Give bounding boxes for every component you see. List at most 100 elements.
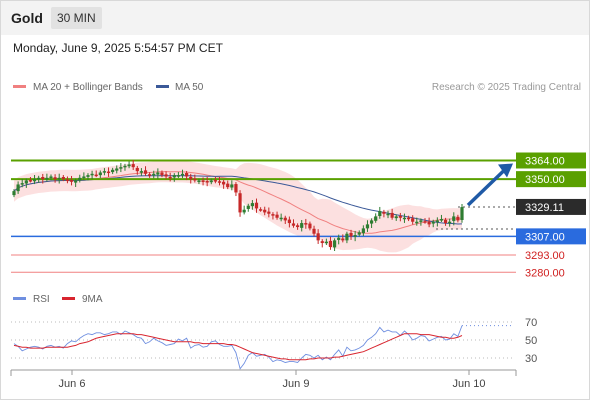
x-tick-label: Jun 9: [283, 378, 310, 390]
candle-body: [111, 169, 115, 173]
candle-body: [86, 175, 90, 177]
candle-body: [180, 173, 185, 176]
candle-body: [250, 203, 254, 207]
rsi-line: [13, 325, 463, 370]
candle-body: [332, 240, 337, 248]
candle-body: [209, 180, 213, 183]
ma20-legend-swatch: [13, 85, 26, 88]
candle-body: [65, 179, 70, 182]
rsi-tick-label: 50: [525, 335, 537, 347]
candle-body: [304, 223, 308, 225]
candle-body: [419, 220, 423, 222]
candle-body: [90, 173, 94, 176]
candle-body: [267, 211, 271, 214]
candle-body: [316, 233, 320, 241]
candle-body: [106, 171, 111, 174]
candle-body: [205, 180, 209, 183]
candle-body: [287, 219, 291, 224]
support-label-box: [516, 228, 586, 245]
support-label: 3307.00: [525, 231, 565, 243]
resistance-label: 3364.00: [525, 156, 565, 168]
candle-body: [423, 221, 427, 223]
candle-body: [69, 180, 74, 182]
resistance-label-box: [516, 152, 586, 169]
candle-body: [320, 241, 324, 244]
candle-body: [143, 170, 148, 174]
candle-body: [193, 178, 197, 181]
weak-level-label: 3293.00: [525, 250, 565, 262]
rsi-tick-label: 30: [525, 353, 537, 365]
candle-body: [353, 235, 357, 237]
candle-body: [49, 176, 53, 178]
candle-body: [246, 205, 250, 209]
candle-body: [82, 176, 86, 178]
candle-body: [361, 228, 365, 234]
copyright-label: Research © 2025 Trading Central: [432, 82, 581, 93]
rsi-legend-swatch: [13, 297, 26, 300]
candle-body: [275, 214, 279, 218]
candle-body: [152, 173, 156, 176]
candle-body: [324, 241, 328, 244]
candle-body: [365, 224, 370, 229]
candle-body: [345, 233, 349, 241]
candle-body: [439, 219, 444, 221]
candle-body: [172, 175, 176, 178]
datetime-label: Monday, June 9, 2025 5:54:57 PM CET: [13, 41, 223, 55]
candle-body: [217, 181, 222, 183]
candle-body: [127, 164, 131, 167]
current-price-label: 3329.11: [525, 202, 564, 214]
resistance-label-box: [516, 171, 586, 188]
candle-body: [378, 211, 382, 217]
candle-body: [222, 181, 226, 185]
candle-body: [271, 214, 275, 216]
candle-body: [12, 191, 16, 196]
rsi-tick-label: 70: [525, 317, 537, 329]
candle-body: [398, 216, 402, 218]
candle-body: [374, 216, 378, 221]
candle-body: [226, 183, 230, 188]
candle-body: [357, 232, 361, 235]
candle-body: [139, 171, 144, 173]
candle-body: [452, 216, 456, 221]
rsi-legend-label: RSI: [33, 294, 50, 305]
candle-body: [328, 240, 333, 248]
weak-level-label: 3280.00: [525, 267, 565, 279]
candle-body: [28, 180, 33, 182]
candle-body: [394, 216, 398, 219]
candle-body: [61, 177, 65, 180]
candle-body: [341, 238, 345, 241]
candle-body: [201, 180, 205, 182]
candle-body: [279, 217, 283, 220]
candle-body: [431, 221, 435, 224]
candle-body: [115, 168, 119, 171]
candle-body: [456, 216, 460, 221]
timeframe-badge[interactable]: 30 MIN: [51, 7, 102, 29]
candle-body: [213, 180, 217, 182]
candle-body: [131, 164, 135, 168]
candle-body: [406, 217, 411, 220]
candle-body: [411, 218, 415, 222]
candle-body: [263, 209, 267, 213]
candle-body: [37, 177, 41, 180]
candle-body: [312, 228, 316, 234]
rsi-ma-line: [13, 333, 463, 361]
candle-body: [53, 177, 57, 180]
candle-body: [337, 237, 341, 240]
candle-body: [349, 232, 353, 237]
candle-body: [291, 223, 296, 226]
ma20-legend-label: MA 20 + Bollinger Bands: [33, 82, 143, 93]
rsi-ma-legend-label: 9MA: [82, 294, 103, 305]
candle-body: [148, 174, 152, 176]
candle-body: [78, 177, 82, 181]
target-arrow-shaft: [466, 169, 506, 207]
target-arrow-head: [498, 163, 513, 178]
ma50-legend-swatch: [156, 85, 169, 88]
resistance-label: 3350.00: [525, 174, 565, 186]
candle-body: [57, 177, 61, 180]
candle-body: [448, 221, 452, 224]
candle-body: [94, 174, 98, 177]
bollinger-band: [14, 161, 462, 253]
candle-body: [156, 172, 160, 175]
candle-body: [20, 183, 24, 185]
candle-body: [164, 174, 168, 177]
